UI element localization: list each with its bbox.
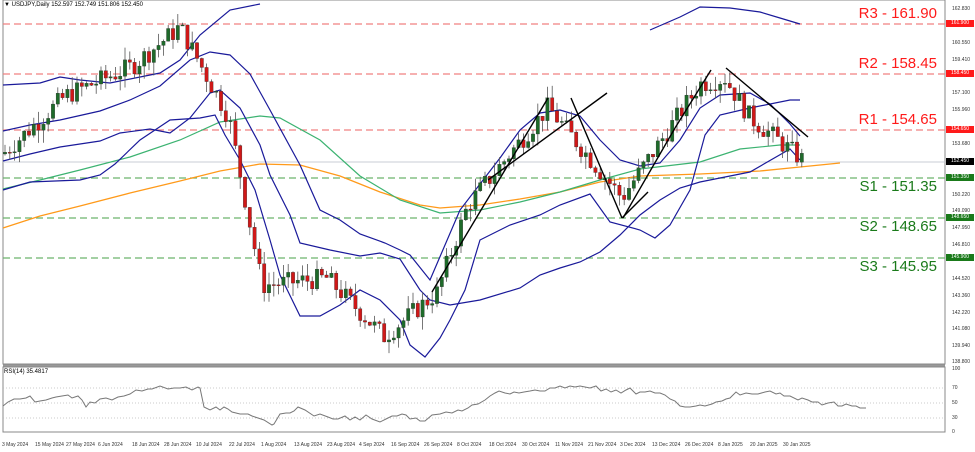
date-tick: 18 Oct 2024 [489,442,517,448]
dropdown-triangle-icon[interactable]: ▼ [4,2,10,8]
price-tick: 142.220 [952,310,971,316]
level-label-s1: S1 - 151.35 [859,178,937,195]
rsi-guides [3,387,945,419]
date-tick: 15 May 2024 [35,442,64,448]
price-badge-s3: 145.900 [946,254,974,261]
rsi-label: RSI(14) 35.4817 [4,369,49,375]
date-tick: 30 Jan 2025 [783,442,811,448]
price-tick: 157.100 [952,90,971,96]
moving-average-green [2,115,800,214]
date-tick: 6 Jun 2024 [98,442,123,448]
date-tick: 10 Jul 2024 [196,442,222,448]
price-tick: 162.830 [952,6,971,12]
date-tick: 3 May 2024 [2,442,29,448]
date-tick: 22 Jul 2024 [229,442,255,448]
date-tick: 27 May 2024 [66,442,95,448]
sr-levels [3,23,945,259]
level-label-s2: S2 - 148.65 [859,218,937,235]
date-tick: 23 Aug 2024 [327,442,356,448]
price-tick: 155.960 [952,107,971,113]
rsi-tick: 30 [952,415,958,421]
price-tick: 149.090 [952,208,971,214]
price-tick: 141.080 [952,326,971,332]
date-tick: 26 Sep 2024 [424,442,453,448]
level-label-s3: S3 - 145.95 [859,258,937,275]
price-tick: 160.550 [952,40,971,46]
date-tick: 21 Nov 2024 [588,442,617,448]
price-tick: 146.810 [952,242,971,248]
ohlc-values: 152.597 152.749 151.806 152.450 [51,2,143,8]
price-badge-s2: 148.650 [946,214,974,221]
date-tick: 20 Jan 2025 [750,442,778,448]
price-badge-r1: 154.650 [946,126,974,133]
date-tick: 11 Nov 2024 [555,442,583,448]
price-tick: 153.680 [952,141,971,147]
rsi-tick: 0 [952,429,955,435]
date-tick: 3 Dec 2024 [620,442,646,448]
price-tick: 147.950 [952,225,971,231]
rsi-tick: 50 [952,400,958,406]
date-tick: 13 Dec 2024 [652,442,681,448]
date-tick: 28 Jun 2024 [164,442,192,448]
price-tick: 150.220 [952,192,971,198]
price-tick: 139.940 [952,343,971,349]
price-badge-r3: 161.900 [946,20,974,27]
price-badge-current: 152.450 [946,158,974,165]
level-label-r3: R3 - 161.90 [858,5,937,22]
price-tick: 143.360 [952,293,971,299]
date-tick: 4 Sep 2024 [359,442,385,448]
level-label-r2: R2 - 158.45 [858,55,937,72]
date-tick: 26 Dec 2024 [685,442,714,448]
rsi-panel-frame [2,366,946,433]
chart-header: ▼ USDJPY,Daily 152.597 152.749 151.806 1… [4,2,143,8]
date-tick: 30 Oct 2024 [522,442,550,448]
date-tick: 8 Oct 2024 [457,442,482,448]
date-tick: 18 Jun 2024 [132,442,160,448]
rsi-tick: 100 [952,366,961,372]
price-badge-r2: 158.450 [946,70,974,77]
price-badge-s1: 151.350 [946,174,974,181]
date-tick: 13 Aug 2024 [294,442,323,448]
main-panel-frame [2,0,946,365]
rsi-tick: 70 [952,385,958,391]
level-label-r1: R1 - 154.65 [858,111,937,128]
date-tick: 1 Aug 2024 [261,442,287,448]
date-tick: 16 Sep 2024 [391,442,420,448]
moving-average-orange [2,162,841,229]
symbol-label: USDJPY,Daily [11,2,50,8]
date-tick: 8 Jan 2025 [718,442,743,448]
candlesticks [3,14,804,354]
rsi-line [2,385,866,426]
trendlines [431,67,809,293]
price-tick: 159.410 [952,57,971,63]
price-tick: 138.800 [952,359,971,365]
price-tick: 144.520 [952,276,971,282]
